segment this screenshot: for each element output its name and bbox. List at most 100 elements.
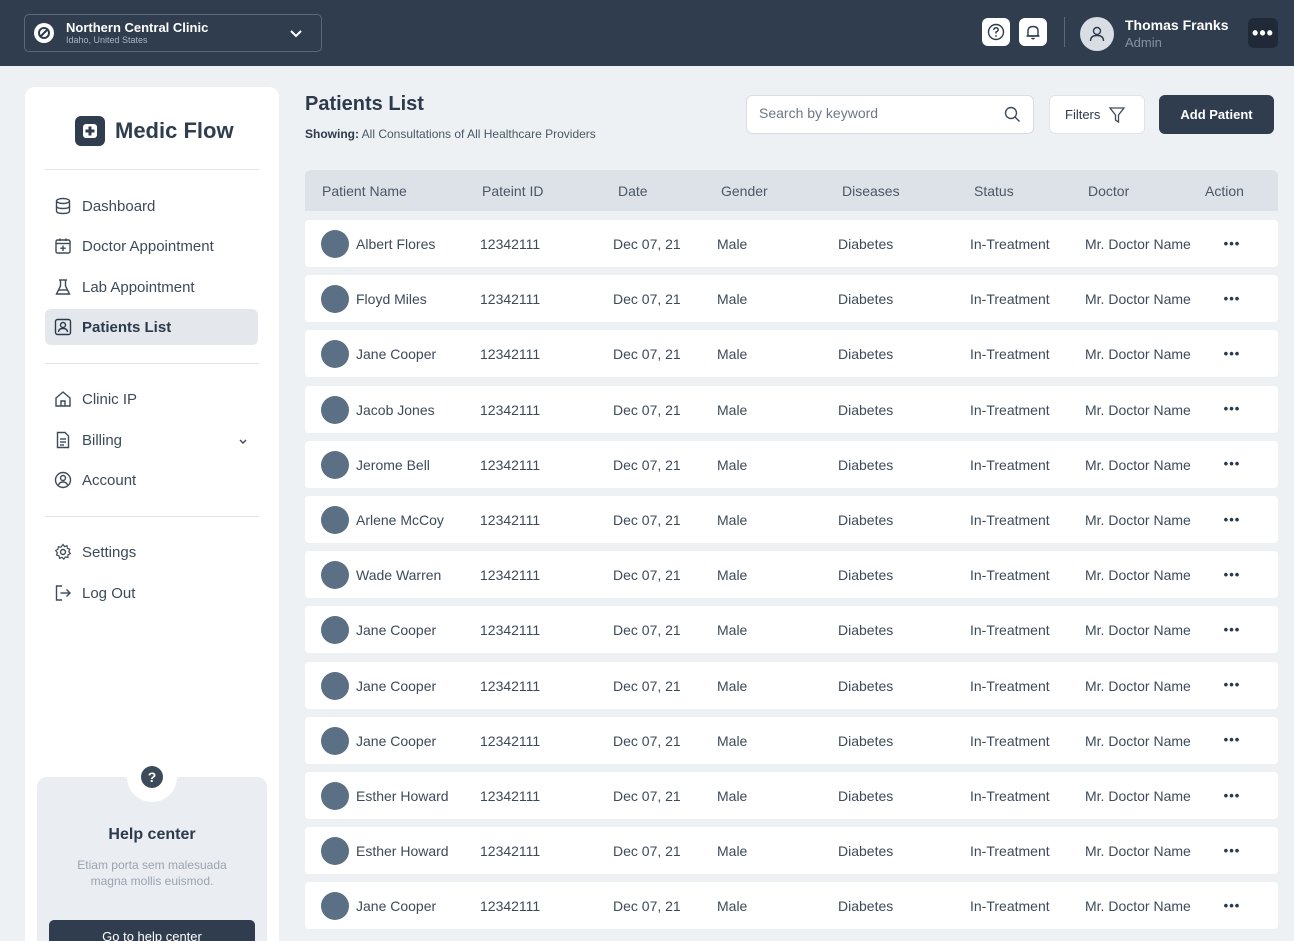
row-actions-more-icon[interactable]: ••• xyxy=(1223,456,1241,472)
search-input[interactable] xyxy=(759,105,989,121)
help-center-button[interactable]: Go to help center xyxy=(49,920,255,941)
filters-button[interactable]: Filters xyxy=(1049,95,1145,134)
sidebar-item-settings[interactable]: Settings xyxy=(45,534,258,570)
row-actions-more-icon[interactable]: ••• xyxy=(1223,732,1241,748)
brand-name: Medic Flow xyxy=(115,118,234,143)
cell-patient-id: 12342111 xyxy=(480,401,541,418)
clinic-logo-icon xyxy=(34,23,54,43)
filters-label: Filters xyxy=(1065,107,1101,122)
column-header-patient-id[interactable]: Pateint ID xyxy=(482,183,544,199)
row-actions-more-icon[interactable]: ••• xyxy=(1223,787,1241,803)
column-header-gender[interactable]: Gender xyxy=(721,183,768,199)
sidebar-item-clinic-ip[interactable]: Clinic IP xyxy=(45,381,258,417)
table-row[interactable]: Albert Flores 12342111 Dec 07, 21 Male Diabe… xyxy=(305,220,1278,267)
table-row[interactable]: Jacob Jones 12342111 Dec 07, 21 Male Diabete… xyxy=(305,385,1278,433)
cell-gender: Male xyxy=(717,677,748,694)
cell-date: Dec 07, 21 xyxy=(613,843,681,860)
sidebar-item-label: Lab Appointment xyxy=(82,278,195,296)
table-row[interactable]: Jane Cooper 12342111 Dec 07, 21 Male Diabete… xyxy=(305,716,1278,764)
brand[interactable]: Medic Flow xyxy=(75,116,234,146)
sidebar-item-lab-appointment[interactable]: Lab Appointment xyxy=(45,269,258,305)
patient-avatar xyxy=(321,671,349,700)
clinic-selector[interactable]: Northern Central Clinic Idaho, United St… xyxy=(24,14,322,52)
sidebar-item-label: Account xyxy=(82,471,137,489)
cell-date: Dec 07, 21 xyxy=(613,346,681,363)
patient-avatar xyxy=(321,837,349,866)
divider xyxy=(45,516,259,517)
cell-date: Dec 07, 21 xyxy=(613,236,681,252)
user-role: Admin xyxy=(1125,35,1162,50)
cell-disease: Diabetes xyxy=(838,622,894,639)
table-row[interactable]: Jane Cooper 12342111 Dec 07, 21 Male Diabete… xyxy=(305,882,1278,930)
table-row[interactable]: Floyd Miles 12342111 Dec 07, 21 Male Diabete… xyxy=(305,275,1278,323)
more-options-button[interactable]: ••• xyxy=(1248,18,1278,48)
table-row[interactable]: Jerome Bell 12342111 Dec 07, 21 Male Diabete… xyxy=(305,440,1278,488)
cell-disease: Diabetes xyxy=(838,346,894,363)
clinic-location: Idaho, United States xyxy=(66,35,148,45)
row-actions-more-icon[interactable]: ••• xyxy=(1223,621,1241,637)
table-header: Patient Name Pateint ID Date Gender Dise… xyxy=(305,170,1278,211)
sidebar-item-patients-list[interactable]: Patients List xyxy=(45,309,258,345)
search-box xyxy=(746,95,1034,134)
column-header-doctor[interactable]: Doctor xyxy=(1088,183,1130,199)
filter-icon xyxy=(1109,106,1126,123)
cell-patient-id: 12342111 xyxy=(480,236,541,252)
table-row[interactable]: Jane Cooper 12342111 Dec 07, 21 Male Diabete… xyxy=(305,330,1278,378)
cell-doctor: Mr. Doctor Name xyxy=(1085,512,1191,528)
row-actions-more-icon[interactable]: ••• xyxy=(1223,511,1241,527)
column-header-status[interactable]: Status xyxy=(974,183,1014,199)
patient-avatar xyxy=(321,395,349,424)
column-header-date[interactable]: Date xyxy=(618,183,648,199)
subtitle-value: All Consultations of All Healthcare Prov… xyxy=(361,127,596,141)
gear-icon xyxy=(53,542,73,562)
patient-avatar xyxy=(321,782,349,810)
table-row[interactable]: Jane Cooper 12342111 Dec 07, 21 Male Diabete… xyxy=(305,661,1278,709)
row-actions-more-icon[interactable]: ••• xyxy=(1223,677,1241,693)
help-button[interactable] xyxy=(982,18,1010,46)
column-header-patient-name[interactable]: Patient Name xyxy=(322,183,407,199)
sidebar: Medic Flow Dashboard Doctor Appointment … xyxy=(25,87,279,941)
cell-patient-name: Jane Cooper xyxy=(356,622,437,639)
id-card-icon xyxy=(53,317,73,337)
table-row[interactable]: Wade Warren 12342111 Dec 07, 21 Male Diabete… xyxy=(305,551,1278,599)
top-bar: Northern Central Clinic Idaho, United St… xyxy=(0,0,1294,66)
row-actions-more-icon[interactable]: ••• xyxy=(1223,566,1241,582)
row-actions-more-icon[interactable]: ••• xyxy=(1223,842,1241,858)
cell-disease: Diabetes xyxy=(838,512,894,528)
sidebar-item-log-out[interactable]: Log Out xyxy=(45,575,258,611)
cell-date: Dec 07, 21 xyxy=(613,732,681,749)
sidebar-item-billing[interactable]: Billing xyxy=(45,422,258,458)
cell-status: In-Treatment xyxy=(970,788,1050,804)
cell-gender: Male xyxy=(717,512,748,528)
row-actions-more-icon[interactable]: ••• xyxy=(1223,290,1241,306)
cell-patient-id: 12342111 xyxy=(480,456,541,473)
cell-doctor: Mr. Doctor Name xyxy=(1085,622,1191,639)
cell-disease: Diabetes xyxy=(838,732,894,749)
chevron-down-icon xyxy=(238,434,248,452)
search-icon[interactable] xyxy=(1004,106,1021,128)
cell-date: Dec 07, 21 xyxy=(613,677,681,694)
notifications-button[interactable] xyxy=(1019,18,1047,46)
cell-disease: Diabetes xyxy=(838,567,894,584)
cell-status: In-Treatment xyxy=(970,843,1050,860)
table-row[interactable]: Arlene McCoy 12342111 Dec 07, 21 Male Diabet… xyxy=(305,496,1278,543)
row-actions-more-icon[interactable]: ••• xyxy=(1223,345,1241,361)
cell-doctor: Mr. Doctor Name xyxy=(1085,843,1191,860)
row-actions-more-icon[interactable]: ••• xyxy=(1223,897,1241,913)
sidebar-item-account[interactable]: Account xyxy=(45,462,258,498)
column-header-diseases[interactable]: Diseases xyxy=(842,183,900,199)
add-patient-button[interactable]: Add Patient xyxy=(1159,95,1274,134)
table-row[interactable]: Jane Cooper 12342111 Dec 07, 21 Male Diabete… xyxy=(305,606,1278,654)
sidebar-item-doctor-appointment[interactable]: Doctor Appointment xyxy=(45,228,258,264)
sidebar-item-dashboard[interactable]: Dashboard xyxy=(45,188,258,224)
cell-patient-name: Floyd Miles xyxy=(356,291,427,308)
table-row[interactable]: Esther Howard 12342111 Dec 07, 21 Male Diabe… xyxy=(305,772,1278,819)
help-center-card: ? Help center Etiam porta sem malesuada … xyxy=(37,752,267,941)
row-actions-more-icon[interactable]: ••• xyxy=(1223,235,1241,251)
cell-patient-id: 12342111 xyxy=(480,291,541,308)
avatar[interactable] xyxy=(1080,17,1114,51)
cell-date: Dec 07, 21 xyxy=(613,622,681,639)
table-row[interactable]: Esther Howard 12342111 Dec 07, 21 Male Diabe… xyxy=(305,827,1278,875)
row-actions-more-icon[interactable]: ••• xyxy=(1223,401,1241,417)
cell-doctor: Mr. Doctor Name xyxy=(1085,788,1191,804)
